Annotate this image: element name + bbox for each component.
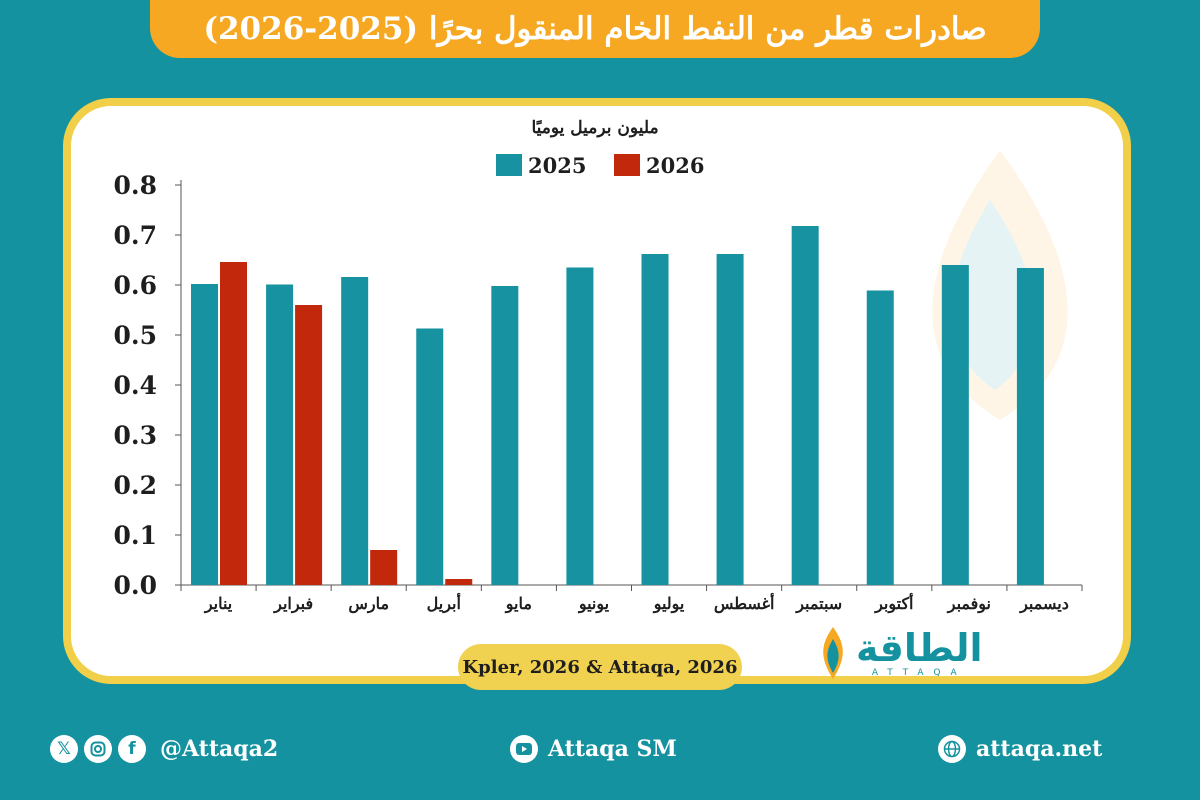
unit-label: مليون برميل يوميًا [531,118,658,138]
x-tick-label: أكتوبر [874,592,913,614]
bar-2025-5 [491,286,519,585]
legend: 2025 2026 [496,153,704,178]
x-tick-label: مايو [505,594,532,614]
bar-2026-2 [295,305,323,585]
x-tick-label: سبتمبر [795,594,842,614]
attaqa-logo: الطاقة ATTAQA [816,622,996,684]
website-url[interactable]: attaqa.net [976,736,1103,762]
x-tick-label: أغسطس [714,592,775,614]
y-tick-label: 0.1 [114,521,158,550]
bar-2025-1 [191,284,218,585]
legend-label-2025: 2025 [528,153,586,178]
youtube-icon[interactable] [510,735,538,763]
source-text: Kpler, 2026 & Attaqa, 2026 [462,656,738,678]
x-icon[interactable]: 𝕏 [50,735,78,763]
legend-label-2026: 2026 [646,153,704,178]
social-handle[interactable]: @Attaqa2 [160,736,279,762]
bar-2025-3 [341,277,369,585]
bar-2025-4 [416,328,444,585]
x-tick-label: يناير [204,594,233,614]
y-tick-labels: 0.0 0.1 0.2 0.3 0.4 0.5 0.6 0.7 0.8 [114,171,181,600]
y-tick-label: 0.2 [114,471,158,500]
bar-2025-6 [566,267,594,585]
x-tick-label: يوليو [653,594,685,614]
website-link[interactable]: attaqa.net [938,735,1102,763]
logo-arabic-text: الطاقة [856,626,983,670]
chart-title: صادرات قطر من النفط الخام المنقول بحرًا … [203,11,987,47]
bar-2025-12 [1016,268,1044,585]
social-links: 𝕏 f @Attaqa2 [50,735,278,763]
bars [191,226,1044,585]
footer: 𝕏 f @Attaqa2 Attaqa SM attaqa.net [0,725,1200,785]
legend-swatch-2026 [614,154,640,176]
x-tick-label: ديسمبر [1019,594,1069,614]
bar-2025-2 [266,284,294,585]
y-tick-label: 0.8 [114,171,158,200]
youtube-channel[interactable]: Attaqa SM [548,736,677,762]
y-tick-label: 0.5 [114,321,158,350]
bar-2026-4 [445,579,473,585]
logo-drop-icon [823,627,843,679]
bar-2025-9 [791,226,819,585]
x-tick-label: فبراير [273,594,313,614]
bar-2025-10 [866,290,894,585]
facebook-icon[interactable]: f [118,735,146,763]
globe-icon[interactable] [938,735,966,763]
x-tick-labels: يناير فبراير مارس أبريل مايو يونيو يوليو أغسطس س… [180,585,1083,614]
y-tick-label: 0.3 [114,421,158,450]
y-tick-label: 0.0 [114,571,158,600]
source-pill: Kpler, 2026 & Attaqa, 2026 [458,644,742,690]
bar-2025-7 [641,254,669,585]
title-banner: صادرات قطر من النفط الخام المنقول بحرًا … [150,0,1040,58]
x-tick-label: أبريل [427,592,461,614]
y-tick-label: 0.6 [114,271,158,300]
bar-2026-3 [370,550,398,585]
x-tick-label: يونيو [578,594,610,614]
x-tick-label: مارس [348,594,389,614]
bar-2025-11 [941,265,969,585]
bar-2025-8 [716,254,744,585]
bar-2026-1 [220,262,247,585]
youtube-link[interactable]: Attaqa SM [510,735,677,763]
logo-latin-text: ATTAQA [871,668,967,678]
x-tick-label: نوفمبر [947,594,991,614]
legend-swatch-2025 [496,154,522,176]
y-tick-label: 0.4 [114,371,158,400]
instagram-icon[interactable] [84,735,112,763]
y-tick-label: 0.7 [114,221,158,250]
